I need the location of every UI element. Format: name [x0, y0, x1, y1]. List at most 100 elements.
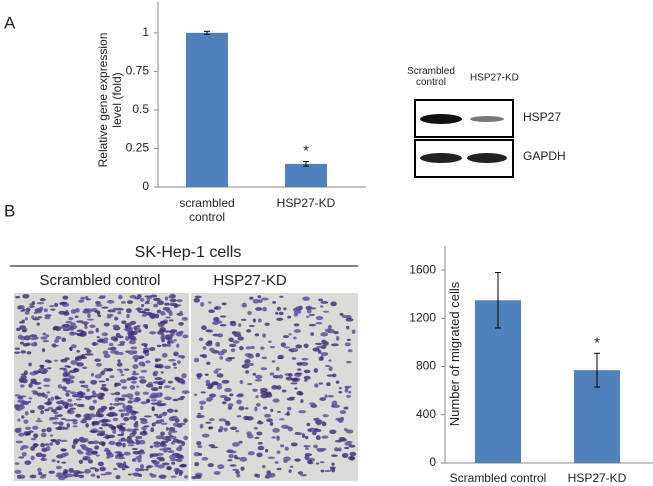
cell	[168, 430, 172, 436]
cell	[163, 330, 171, 333]
cell	[37, 404, 45, 410]
cell	[149, 395, 156, 399]
cell	[304, 435, 309, 440]
cell	[42, 339, 49, 343]
cell	[272, 375, 281, 379]
cell	[44, 393, 48, 399]
cell	[144, 302, 151, 305]
cell	[37, 387, 42, 390]
cell	[191, 476, 198, 480]
cell	[113, 468, 118, 471]
cell	[60, 301, 68, 305]
y-tick-label: 1200	[409, 311, 436, 325]
cell	[53, 411, 59, 415]
cell	[304, 379, 308, 382]
cell	[244, 353, 253, 357]
cell	[40, 442, 46, 448]
cell	[163, 302, 171, 306]
cell	[84, 353, 92, 356]
cell	[58, 421, 64, 426]
cell	[87, 459, 94, 464]
cell	[283, 307, 287, 311]
cell	[141, 304, 145, 308]
cell	[261, 356, 268, 360]
cell	[95, 303, 103, 307]
cell	[20, 336, 27, 341]
cell	[63, 368, 68, 373]
cell	[156, 344, 162, 348]
image-label: Scrambled control	[40, 272, 161, 289]
cell	[173, 422, 180, 427]
cell	[96, 311, 101, 316]
cell	[62, 378, 70, 381]
cell	[50, 308, 56, 311]
cell	[318, 382, 324, 385]
cell	[101, 340, 108, 344]
cell	[92, 342, 96, 347]
cell	[156, 300, 165, 306]
cell	[32, 425, 39, 430]
cell	[345, 360, 352, 364]
cell	[335, 336, 340, 341]
cell	[55, 335, 62, 340]
cell	[181, 316, 188, 321]
cell	[97, 461, 104, 467]
blot-band	[467, 153, 507, 163]
cell	[338, 386, 342, 390]
cell	[74, 356, 79, 361]
cell	[104, 433, 109, 437]
cell	[46, 427, 52, 433]
cell	[39, 297, 46, 302]
cell	[59, 439, 68, 443]
cell	[140, 401, 148, 405]
cell	[229, 464, 237, 467]
cell	[293, 312, 299, 317]
cell	[160, 320, 167, 324]
cell	[35, 420, 43, 423]
cell	[134, 467, 141, 472]
cell	[30, 378, 37, 383]
cell	[348, 456, 356, 461]
cell	[150, 294, 158, 298]
cell	[90, 430, 97, 433]
cell	[49, 442, 54, 446]
cell	[210, 446, 219, 449]
cell	[217, 464, 225, 470]
cell	[67, 379, 75, 384]
cell	[221, 302, 227, 306]
cell	[219, 356, 224, 360]
cell	[75, 398, 82, 401]
cell	[43, 384, 51, 387]
cell	[91, 450, 98, 455]
cell	[21, 445, 29, 449]
cell	[44, 314, 52, 317]
cell	[254, 333, 260, 337]
cell	[160, 422, 168, 425]
cell	[236, 415, 242, 418]
cell	[111, 426, 116, 430]
cell	[108, 342, 114, 347]
cell	[224, 421, 231, 426]
cell	[75, 413, 82, 418]
cell	[270, 408, 274, 413]
cell	[214, 320, 223, 324]
cell	[83, 468, 92, 474]
cell	[73, 394, 82, 398]
cell	[280, 342, 287, 348]
cell	[121, 320, 127, 325]
cell	[106, 368, 114, 372]
cell	[348, 390, 352, 394]
cell	[78, 299, 85, 303]
cell	[102, 350, 109, 355]
cell	[94, 358, 101, 362]
cell	[36, 392, 43, 397]
cell	[184, 475, 188, 479]
cell	[316, 422, 322, 426]
cell	[110, 336, 119, 341]
cell	[115, 462, 123, 466]
cell	[78, 459, 84, 464]
cell	[252, 372, 257, 376]
cell	[167, 340, 171, 345]
cell	[294, 372, 303, 375]
cell	[158, 457, 162, 461]
